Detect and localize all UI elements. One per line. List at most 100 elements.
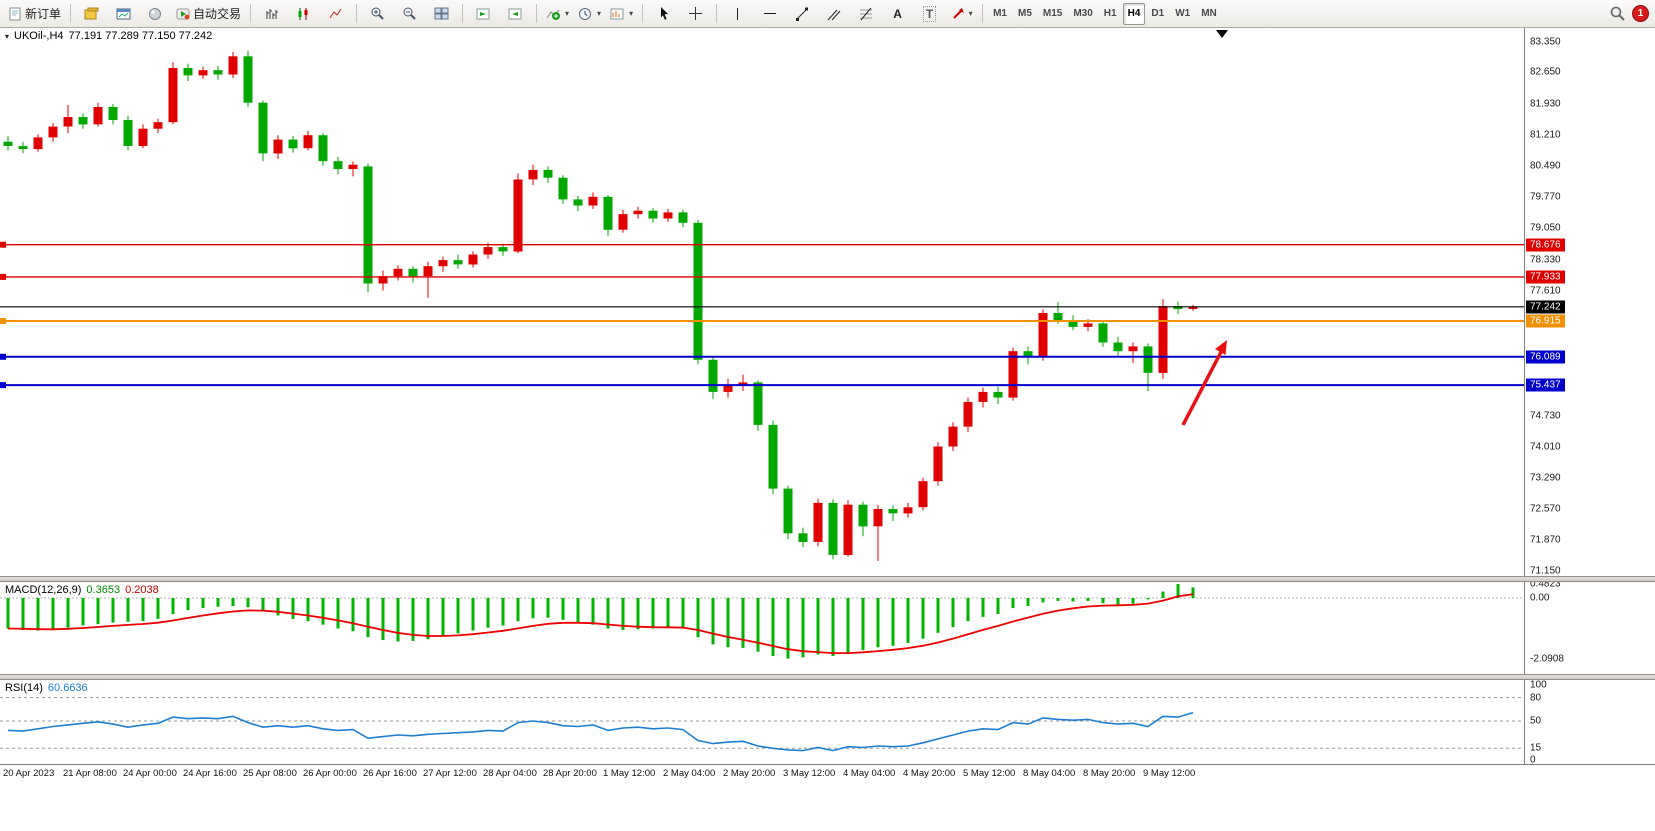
line-chart-button[interactable] [320,1,351,26]
time-axis-label: 27 Apr 12:00 [423,768,477,779]
channel-button[interactable] [818,1,849,26]
timeframe-button-H4[interactable]: H4 [1122,2,1146,25]
zoom-in-icon [370,6,385,21]
navigator-button[interactable] [140,1,171,26]
time-axis-label: 4 May 04:00 [843,768,896,779]
rsi-axis-label: 80 [1530,692,1542,704]
time-axis-label: 8 May 20:00 [1083,768,1136,779]
macd-scale[interactable]: 0.4823 0.00 -2.0908 [1524,582,1655,674]
vertical-line-button[interactable] [722,1,753,26]
macd-signal-value: 0.2038 [125,584,159,596]
chart-title-caret-icon: ▾ [5,32,10,41]
search-icon[interactable] [1609,5,1626,22]
periods-button[interactable]: ▾ [574,1,605,26]
text-button[interactable]: A [882,1,913,26]
zoom-out-button[interactable] [394,1,425,26]
time-axis-label: 20 Apr 2023 [3,768,55,779]
fibonacci-button[interactable] [850,1,881,26]
templates-button[interactable]: ▾ [606,1,637,26]
chart-shift-icon [508,7,523,21]
main-chart-plot[interactable]: ▾ UKOil-,H4 77.191 77.289 77.150 77.242 [0,28,1524,576]
cursor-icon [657,6,671,21]
rsi-chart[interactable] [0,680,1524,764]
timeframe-button-D1[interactable]: D1 [1151,8,1165,19]
time-axis-label: 2 May 04:00 [663,768,716,779]
toolbar-separator [982,4,984,23]
price-axis-label: 81.930 [1530,98,1561,110]
text-icon: A [893,6,902,21]
macd-axis-label: -2.0908 [1530,653,1564,665]
indicators-button[interactable]: ▾ [542,1,573,26]
price-axis-label: 74.010 [1530,441,1561,453]
text-label-icon: T [922,5,937,22]
price-axis-label: 81.210 [1530,129,1561,141]
candlestick-chart-icon [296,7,311,21]
autotrading-button[interactable]: 自动交易 [172,1,245,26]
time-axis-label: 26 Apr 16:00 [363,768,417,779]
timeframe-button-H1[interactable]: H1 [1103,8,1117,19]
macd-panel-plot[interactable]: MACD(12,26,9) 0.3653 0.2038 [0,582,1524,674]
arrows-caret-icon: ▾ [968,9,973,18]
auto-scroll-icon [476,7,491,21]
price-axis-label: 79.050 [1530,222,1561,234]
rsi-value: 60.6636 [47,682,88,694]
timeframe-button-M1[interactable]: M1 [993,8,1007,19]
crosshair-button[interactable] [680,1,711,26]
macd-chart[interactable] [0,582,1524,674]
bar-chart-button[interactable] [256,1,287,26]
panel-divider[interactable] [0,674,1655,680]
new-order-button[interactable]: 新订单 [4,1,65,26]
periods-icon [578,7,593,21]
price-line-box: 77.933 [1526,270,1565,284]
templates-icon [610,7,625,21]
rsi-panel-plot[interactable]: RSI(14) 60.6636 [0,680,1524,764]
time-axis-label: 4 May 20:00 [903,768,956,779]
toolbar-separator [716,4,718,23]
price-axis-label: 82.650 [1530,66,1561,78]
chart-window-button[interactable] [76,1,107,26]
rsi-scale[interactable]: 100 80 50 15 0 [1524,680,1655,764]
price-line-box: 77.242 [1526,300,1565,314]
zoom-in-button[interactable] [362,1,393,26]
panel-divider[interactable] [0,576,1655,582]
macd-main-value: 0.3653 [86,584,121,596]
notification-badge[interactable]: 1 [1632,5,1649,22]
trendline-button[interactable] [786,1,817,26]
timeframe-button-MN[interactable]: MN [1201,8,1217,19]
time-axis[interactable]: 20 Apr 2023 21 Apr 08:00 24 Apr 00:00 24 Ap… [0,764,1655,783]
auto-scroll-button[interactable] [468,1,499,26]
text-label-button[interactable]: T [914,1,945,26]
fibonacci-icon [859,7,873,21]
chart-shift-button[interactable] [500,1,531,26]
tile-windows-button[interactable] [426,1,457,26]
timeframe-toolbar: M1 M5 M15 M30 H1 H4 D1 W1 MN [988,2,1222,25]
timeframe-button-M5[interactable]: M5 [1017,8,1032,19]
indicators-icon [546,7,561,21]
line-chart-icon [328,7,343,21]
price-axis-label: 73.290 [1530,472,1561,484]
new-chart-button[interactable] [108,1,139,26]
toolbar-separator [642,4,644,23]
new-chart-icon [116,7,131,21]
candlestick-chart-button[interactable] [288,1,319,26]
price-line-box: 76.915 [1526,314,1565,328]
horizontal-line-button[interactable] [754,1,785,26]
navigator-icon [148,7,163,21]
timeframe-button-M30[interactable]: M30 [1073,8,1093,19]
chart-window: ▾ UKOil-,H4 77.191 77.289 77.150 77.242 … [0,28,1655,830]
chart-window-icon [84,7,99,21]
toolbar-separator [536,4,538,23]
timeframe-button-W1[interactable]: W1 [1175,8,1191,19]
price-line-box: 76.089 [1526,350,1565,364]
price-scale[interactable]: 83.350 82.650 81.930 81.210 80.490 79.770 79.0… [1524,28,1655,576]
time-axis-label: 21 Apr 08:00 [63,768,117,779]
channel-icon [827,7,841,21]
time-axis-label: 25 Apr 08:00 [243,768,297,779]
rsi-axis-label: 100 [1530,680,1547,691]
candlestick-chart[interactable] [0,28,1524,576]
new-order-label: 新订单 [25,7,62,21]
time-axis-label: 28 Apr 04:00 [483,768,537,779]
timeframe-button-M15[interactable]: M15 [1042,8,1063,19]
arrows-button[interactable]: ▾ [946,1,977,26]
cursor-button[interactable] [648,1,679,26]
